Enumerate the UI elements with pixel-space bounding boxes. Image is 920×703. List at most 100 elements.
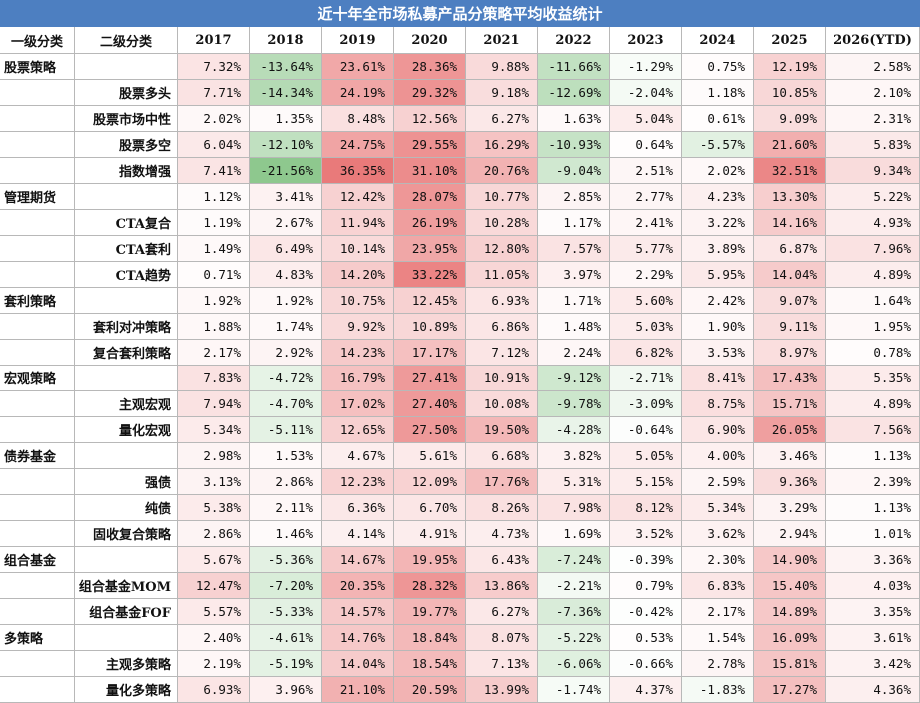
return-value: 5.34%: [682, 495, 754, 522]
return-value: 2.02%: [178, 105, 250, 132]
return-value: 3.62%: [682, 521, 754, 548]
return-value: -3.09%: [610, 391, 682, 418]
secondary-category: [75, 365, 178, 392]
column-header: 2020: [394, 27, 466, 54]
return-value: 6.70%: [394, 495, 466, 522]
secondary-category: CTA复合: [75, 209, 178, 236]
return-value: 24.19%: [322, 79, 394, 106]
return-value: 24.75%: [322, 131, 394, 158]
return-value: 6.87%: [754, 235, 826, 262]
return-value: 8.41%: [682, 365, 754, 392]
secondary-category: 组合基金FOF: [75, 599, 178, 626]
return-value: 7.57%: [538, 235, 610, 262]
return-value: 9.92%: [322, 313, 394, 340]
return-value: 0.71%: [178, 261, 250, 288]
return-value: 26.19%: [394, 209, 466, 236]
return-value: -0.64%: [610, 417, 682, 444]
return-value: -9.78%: [538, 391, 610, 418]
return-value: 9.36%: [754, 469, 826, 496]
return-value: 5.05%: [610, 443, 682, 470]
return-value: 1.48%: [538, 313, 610, 340]
return-value: 6.49%: [250, 235, 322, 262]
return-value: 7.71%: [178, 79, 250, 106]
return-value: 10.75%: [322, 287, 394, 314]
secondary-category: CTA套利: [75, 235, 178, 262]
return-value: 9.18%: [466, 79, 538, 106]
return-value: 7.12%: [466, 339, 538, 366]
return-value: 2.31%: [826, 105, 920, 132]
return-value: 9.09%: [754, 105, 826, 132]
return-value: 6.43%: [466, 547, 538, 574]
return-value: 1.54%: [682, 625, 754, 652]
return-value: 9.34%: [826, 157, 920, 184]
return-value: 28.32%: [394, 573, 466, 600]
return-value: 2.77%: [610, 183, 682, 210]
return-value: 2.11%: [250, 495, 322, 522]
return-value: 5.04%: [610, 105, 682, 132]
return-value: 29.55%: [394, 131, 466, 158]
return-value: 6.04%: [178, 131, 250, 158]
return-value: 12.80%: [466, 235, 538, 262]
return-value: 5.60%: [610, 287, 682, 314]
return-value: 2.10%: [826, 79, 920, 106]
return-value: 15.40%: [754, 573, 826, 600]
return-value: 23.95%: [394, 235, 466, 262]
return-value: 19.95%: [394, 547, 466, 574]
return-value: 10.28%: [466, 209, 538, 236]
column-header: 2021: [466, 27, 538, 54]
return-value: 4.89%: [826, 261, 920, 288]
return-value: 2.41%: [610, 209, 682, 236]
return-value: 3.46%: [754, 443, 826, 470]
return-value: 10.77%: [466, 183, 538, 210]
return-value: 31.10%: [394, 157, 466, 184]
return-value: 1.88%: [178, 313, 250, 340]
return-value: 17.02%: [322, 391, 394, 418]
return-value: 1.17%: [538, 209, 610, 236]
return-value: 8.26%: [466, 495, 538, 522]
return-value: 6.36%: [322, 495, 394, 522]
return-value: 17.76%: [466, 469, 538, 496]
return-value: 5.31%: [538, 469, 610, 496]
return-value: -7.20%: [250, 573, 322, 600]
table-title: 近十年全市场私募产品分策略平均收益统计: [0, 0, 920, 27]
return-value: 3.35%: [826, 599, 920, 626]
return-value: 1.92%: [178, 287, 250, 314]
return-value: 13.30%: [754, 183, 826, 210]
primary-category: [0, 469, 75, 496]
return-value: 1.74%: [250, 313, 322, 340]
return-value: -2.04%: [610, 79, 682, 106]
return-value: 1.13%: [826, 495, 920, 522]
return-value: 2.67%: [250, 209, 322, 236]
return-value: 28.36%: [394, 54, 466, 80]
return-value: 2.51%: [610, 157, 682, 184]
return-value: 5.03%: [610, 313, 682, 340]
return-value: 14.57%: [322, 599, 394, 626]
return-value: -14.34%: [250, 79, 322, 106]
secondary-category: 股票多头: [75, 79, 178, 106]
secondary-category: [75, 287, 178, 314]
secondary-category: 量化宏观: [75, 417, 178, 444]
return-value: 3.89%: [682, 235, 754, 262]
return-value: 1.71%: [538, 287, 610, 314]
return-value: 1.53%: [250, 443, 322, 470]
return-value: 20.59%: [394, 677, 466, 703]
return-value: 12.19%: [754, 54, 826, 80]
return-value: 1.12%: [178, 183, 250, 210]
return-value: -1.83%: [682, 677, 754, 703]
return-value: 11.94%: [322, 209, 394, 236]
primary-category: [0, 339, 75, 366]
return-value: 1.13%: [826, 443, 920, 470]
return-value: 12.45%: [394, 287, 466, 314]
return-value: 1.90%: [682, 313, 754, 340]
return-value: 6.90%: [682, 417, 754, 444]
return-value: 2.40%: [178, 625, 250, 652]
return-value: -5.36%: [250, 547, 322, 574]
primary-category: [0, 521, 75, 548]
return-value: 5.95%: [682, 261, 754, 288]
return-value: 2.19%: [178, 651, 250, 678]
return-value: 12.56%: [394, 105, 466, 132]
return-value: 3.36%: [826, 547, 920, 574]
return-value: 6.83%: [682, 573, 754, 600]
return-value: 36.35%: [322, 157, 394, 184]
return-value: 4.36%: [826, 677, 920, 703]
